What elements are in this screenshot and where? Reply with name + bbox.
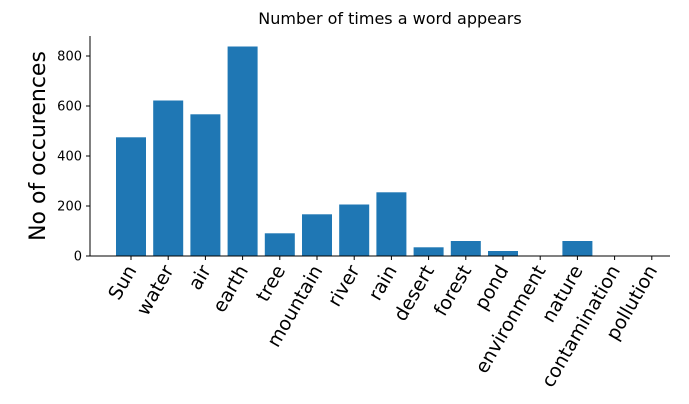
x-tick-label: forest (430, 262, 476, 320)
x-tick-label: tree (252, 262, 290, 306)
bar-mountain (302, 214, 332, 257)
y-axis-ticks: 0 200 400 600 800 (57, 50, 90, 265)
bar-desert (413, 247, 444, 257)
bar-river (339, 204, 370, 256)
x-tick-label: rain (364, 262, 401, 305)
bar-forest (450, 241, 481, 256)
bar-air (190, 114, 221, 257)
x-tick-label: air (184, 261, 216, 294)
x-tick-label: Sun (104, 262, 141, 304)
y-tick-label: 600 (57, 100, 82, 115)
y-tick-label: 0 (74, 250, 82, 265)
bar-water (153, 100, 184, 256)
bar-pond (488, 251, 518, 256)
bar-tree (264, 233, 295, 257)
bar-earth (227, 46, 258, 256)
y-tick-label: 800 (57, 50, 82, 65)
bar-Sun (116, 137, 146, 257)
chart-title: Number of times a word appears (258, 9, 521, 28)
y-tick-label: 200 (57, 200, 82, 215)
x-tick-label: water (132, 261, 178, 319)
y-axis-label: No of occurences (26, 51, 51, 241)
bar-nature (562, 241, 593, 256)
x-tick-label: environment (471, 262, 551, 378)
bars-group (116, 46, 593, 257)
x-tick-label: earth (209, 262, 253, 317)
x-tick-label: river (324, 261, 365, 310)
bar-rain (376, 192, 407, 257)
y-tick-label: 400 (57, 150, 82, 165)
